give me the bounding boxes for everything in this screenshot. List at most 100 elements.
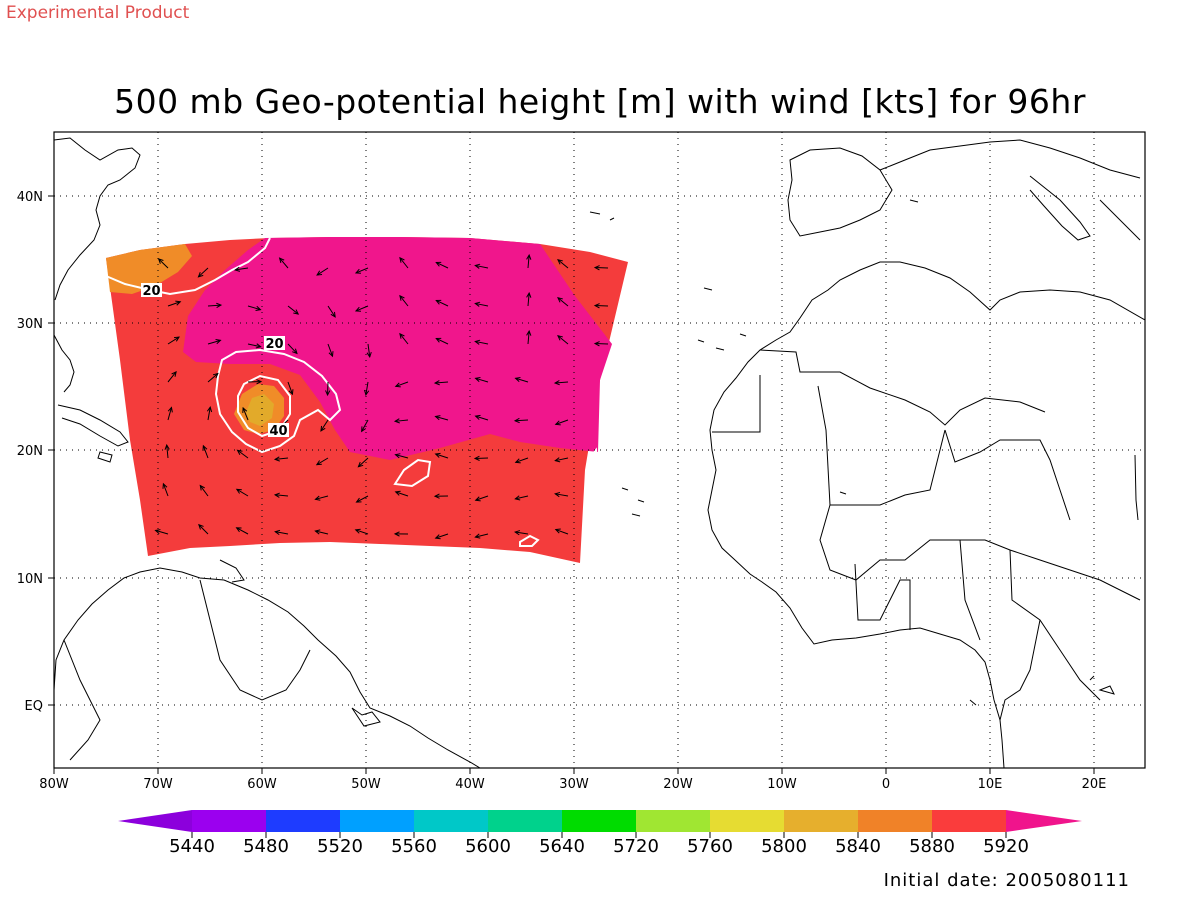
colorbar-label: 5840 (835, 836, 881, 857)
colorbar-label: 5720 (613, 836, 659, 857)
wind-arrow-head (293, 309, 300, 315)
wind-arrow-head (314, 495, 321, 501)
wind-arrow (436, 337, 449, 345)
wind-arrow (515, 495, 529, 500)
wind-arrow (235, 267, 249, 271)
wind-arrow (167, 336, 180, 345)
wind-arrow-head (513, 417, 520, 424)
wind-arrow (166, 445, 169, 459)
wind-arrow (555, 493, 569, 497)
wind-arrow-head (274, 529, 281, 536)
wind-arrow (316, 267, 329, 276)
wind-arrow-head (433, 380, 440, 386)
wind-arrow-head (593, 303, 600, 309)
shade-5840-nw (106, 244, 192, 294)
wind-arrow-head (514, 495, 521, 501)
colorbar-swatch (858, 810, 932, 832)
wind-arrow-head (399, 256, 405, 263)
height-shading (106, 237, 628, 563)
wind-arrow (287, 343, 298, 354)
wind-arrow (399, 257, 409, 269)
wind-arrow (247, 305, 261, 311)
wind-arrow-head (216, 302, 223, 308)
wind-arrow-head (315, 460, 322, 466)
colorbar-swatch (784, 810, 858, 832)
lon-label-0: 0 (882, 777, 890, 792)
wind-arrow-head (354, 306, 362, 312)
wind-arrow-head (393, 531, 400, 537)
wind-arrow (367, 343, 371, 357)
wind-arrow (356, 495, 369, 503)
wind-arrow (199, 485, 209, 497)
wind-arrow-head (474, 339, 481, 345)
wind-arrow-head (474, 301, 481, 307)
wind-arrow (355, 267, 369, 274)
colorbar-label: 5640 (539, 836, 585, 857)
wind-arrow-head (526, 329, 532, 336)
wind-arrow-head (526, 253, 532, 260)
lat-label-40n: 40N (17, 190, 43, 205)
wind-arrow-head (434, 534, 441, 540)
colorbar-label: 5920 (983, 836, 1029, 857)
wind-arrow-head (157, 258, 164, 264)
wind-arrow-head (554, 457, 561, 463)
lon-label-70w: 70W (143, 777, 173, 792)
wind-arrow-head (164, 443, 170, 450)
wind-arrow (158, 258, 169, 269)
wind-arrow (475, 302, 489, 307)
wind-arrow-head (474, 414, 481, 420)
wind-arrow (475, 533, 489, 538)
wind-arrow-head (154, 529, 161, 535)
wind-arrow-head (557, 335, 563, 341)
wind-arrow-head (474, 377, 481, 383)
colorbar-label: 5480 (243, 836, 289, 857)
wind-arrow-head (366, 351, 372, 359)
wind-arrow (207, 304, 222, 307)
wind-arrow-head (474, 263, 481, 269)
wind-arrow (365, 381, 369, 395)
wind-arrow (557, 335, 569, 345)
wind-arrow (358, 457, 369, 468)
wind-arrow (527, 331, 530, 345)
wind-arrow-head (399, 332, 405, 339)
colorbar-swatch (636, 810, 710, 832)
graticule (54, 132, 1145, 768)
wind-arrow-head (198, 523, 204, 530)
wind-arrow-head (557, 297, 563, 303)
wind-arrow (202, 445, 209, 459)
wind-arrow (207, 373, 219, 383)
colorbar-label: 5800 (761, 836, 807, 857)
colorbar-label: 5880 (909, 836, 955, 857)
wind-arrow (527, 293, 530, 307)
wind-arrow (327, 343, 333, 357)
wind-arrow-head (235, 488, 242, 494)
contour-label-group (141, 283, 289, 437)
wind-arrow-head (255, 343, 262, 349)
wind-arrow (475, 340, 489, 345)
wind-arrow (514, 419, 529, 422)
lon-label-20e: 20E (1082, 777, 1107, 792)
lon-label-30w: 30W (559, 777, 589, 792)
wind-arrow (395, 454, 409, 459)
wind-arrow (555, 457, 569, 462)
lat-label-10n: 10N (17, 572, 43, 587)
colorbar-swatch (562, 810, 636, 832)
wind-arrow (395, 419, 409, 422)
wind-arrow-head (355, 497, 362, 503)
wind-arrow (315, 530, 329, 535)
wind-arrow-head (162, 482, 168, 489)
wind-arrow-head (554, 420, 561, 426)
wind-arrow-head (473, 455, 480, 461)
wind-arrow (155, 529, 169, 535)
wind-arrow-head (435, 299, 442, 305)
wind-arrow (167, 407, 172, 421)
colorbar-label: 5560 (391, 836, 437, 857)
wind-arrow-head (316, 270, 323, 276)
coastlines (54, 137, 1145, 768)
lon-tick-labels: 80W 70W 60W 50W 40W 30W 20W 10W 0 10E 20… (39, 777, 1106, 792)
wind-arrow-head (354, 268, 362, 274)
wind-arrow-head (242, 406, 248, 413)
wind-arrow-head (236, 449, 243, 455)
colorbar-swatch (710, 810, 784, 832)
wind-arrow-head (394, 490, 401, 496)
